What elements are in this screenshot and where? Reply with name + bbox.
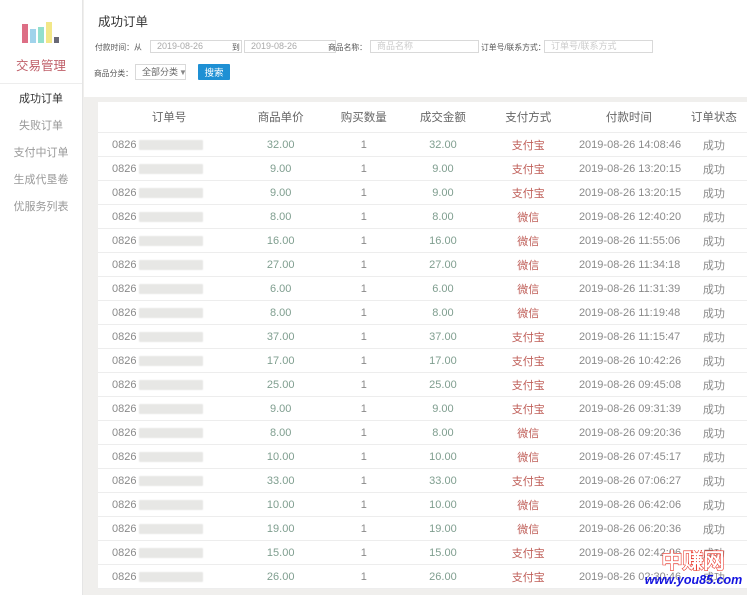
svg-text:中赚网: 中赚网 [662, 550, 725, 573]
